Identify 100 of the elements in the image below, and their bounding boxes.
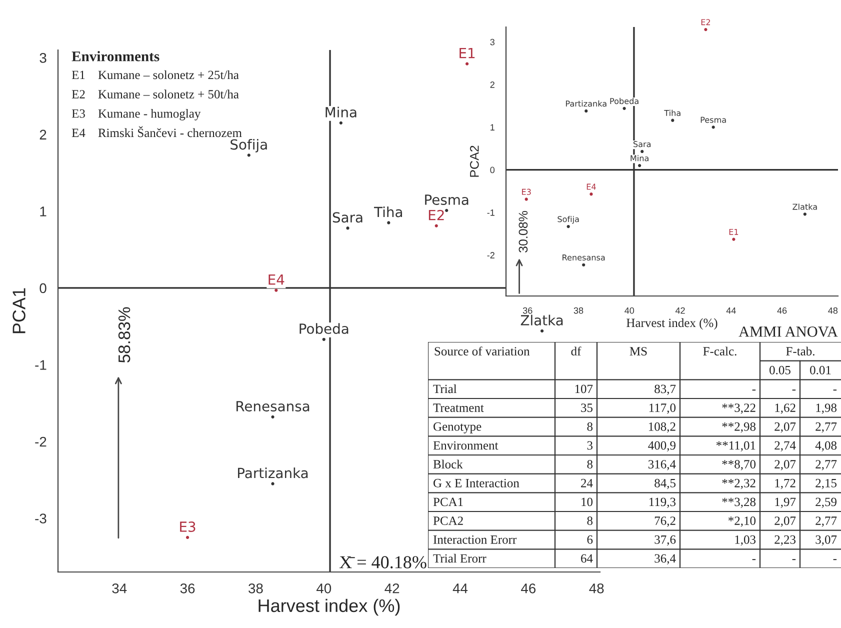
y-tick-label: 3 bbox=[490, 38, 494, 46]
text: 8 bbox=[587, 516, 593, 525]
data-label: Partizanka bbox=[566, 100, 606, 107]
x-tick-label: 36 bbox=[522, 307, 532, 314]
text: 119,3 bbox=[649, 498, 676, 508]
text: 1,62 bbox=[775, 404, 796, 414]
x-tick-label: 48 bbox=[589, 583, 604, 594]
text: 8 bbox=[587, 460, 593, 468]
text: - bbox=[752, 559, 756, 560]
y-tick-label: 2 bbox=[490, 82, 494, 88]
y-tick-label: 3 bbox=[40, 53, 46, 63]
x-axis-title: Harvest index (%) bbox=[626, 318, 718, 330]
text: 4,08 bbox=[815, 441, 837, 452]
text: 400,9 bbox=[648, 441, 676, 452]
text: 107 bbox=[575, 384, 593, 394]
text: 108,2 bbox=[648, 422, 676, 433]
y-tick-label: -1 bbox=[35, 360, 46, 370]
point bbox=[274, 288, 278, 292]
point bbox=[640, 150, 644, 154]
data-label: E2 bbox=[701, 19, 710, 26]
text: **2,32 bbox=[722, 478, 756, 490]
x-tick-label: 38 bbox=[574, 307, 584, 314]
text: AMMI ANOVA bbox=[738, 326, 838, 337]
y-tick-label: -2 bbox=[35, 436, 46, 447]
data-label: Zlatka bbox=[792, 204, 817, 210]
text: 24 bbox=[581, 478, 593, 488]
x-tick-label: 46 bbox=[521, 583, 536, 594]
data-label: Renesansa bbox=[236, 401, 310, 412]
text: 64 bbox=[581, 554, 593, 563]
data-label: Pobeda bbox=[610, 98, 638, 104]
text: **8,70 bbox=[722, 460, 756, 470]
data-label: Mina bbox=[326, 106, 356, 118]
category-label: Environment bbox=[433, 441, 498, 450]
annotation: Environments bbox=[72, 51, 160, 62]
y-tick-label: 1 bbox=[490, 124, 494, 130]
text: 1,72 bbox=[775, 478, 796, 490]
y-axis-title: PCA1 bbox=[12, 288, 26, 334]
text: 316,4 bbox=[648, 460, 676, 470]
category-label: Trial Erorr bbox=[433, 554, 486, 563]
category-label: Treatment bbox=[433, 404, 484, 412]
data-label: Partizanka bbox=[238, 468, 308, 478]
text: 8 bbox=[587, 422, 593, 431]
text: - bbox=[792, 390, 796, 391]
text: 84,5 bbox=[654, 478, 676, 490]
category-label: MS bbox=[630, 347, 647, 356]
data-label: E1 bbox=[460, 48, 475, 58]
point bbox=[671, 118, 674, 122]
text: 1,97 bbox=[775, 498, 796, 508]
text: 37,6 bbox=[654, 535, 676, 546]
y-tick-label: 2 bbox=[40, 130, 46, 140]
text: 3 bbox=[587, 441, 593, 450]
y-tick-label: 0 bbox=[40, 283, 46, 294]
category-label: 0.01 bbox=[810, 366, 831, 374]
data-label: E4 bbox=[586, 184, 596, 190]
point bbox=[186, 536, 190, 540]
x-tick-label: 46 bbox=[777, 307, 787, 314]
text: **3,22 bbox=[722, 404, 756, 414]
text: 2,59 bbox=[816, 498, 836, 508]
text: 1,03 bbox=[735, 535, 756, 546]
category-label: F-calc. bbox=[703, 346, 736, 356]
data-label: E3 bbox=[180, 521, 196, 532]
text: 2,07 bbox=[774, 422, 796, 433]
point bbox=[590, 192, 593, 196]
data-label: Renesansa bbox=[562, 254, 605, 261]
category-label: G x E Interaction bbox=[434, 478, 520, 488]
x-tick-label: 38 bbox=[248, 583, 263, 594]
text: F-tab. bbox=[786, 346, 814, 356]
y-tick-label: 1 bbox=[40, 206, 46, 216]
category-label: PCA2 bbox=[433, 516, 463, 525]
point bbox=[271, 415, 274, 418]
category-label: 0.05 bbox=[770, 366, 790, 374]
point bbox=[732, 238, 736, 241]
category-label: df bbox=[571, 346, 582, 356]
text: 10 bbox=[582, 498, 593, 506]
text: 83,7 bbox=[654, 384, 676, 395]
data-label: E1 bbox=[729, 228, 738, 235]
x-tick-label: 42 bbox=[675, 307, 685, 314]
category-label: Trial bbox=[433, 384, 457, 394]
annotation: E3 Kumane - humoglay bbox=[72, 108, 201, 120]
text: - bbox=[792, 559, 796, 560]
x-tick-label: 44 bbox=[726, 307, 736, 314]
point bbox=[803, 212, 806, 216]
point bbox=[712, 126, 715, 129]
x-tick-label: 48 bbox=[828, 307, 838, 314]
x-tick-label: 40 bbox=[624, 307, 634, 314]
x-tick-label: 40 bbox=[316, 583, 332, 594]
point bbox=[540, 329, 544, 333]
x-tick-label: 42 bbox=[384, 583, 400, 594]
data-label: Zlatka bbox=[520, 314, 563, 326]
text: - bbox=[833, 559, 837, 560]
data-label: Pesma bbox=[425, 194, 468, 205]
text: **11,01 bbox=[716, 441, 756, 452]
text: - bbox=[833, 390, 837, 391]
text: Source of variation bbox=[434, 346, 530, 356]
x-tick-label: 44 bbox=[452, 584, 468, 594]
text: 6 bbox=[587, 535, 593, 544]
text: 35 bbox=[581, 404, 593, 412]
text: - bbox=[752, 390, 756, 391]
point bbox=[704, 28, 708, 32]
text: 76,2 bbox=[654, 516, 676, 527]
